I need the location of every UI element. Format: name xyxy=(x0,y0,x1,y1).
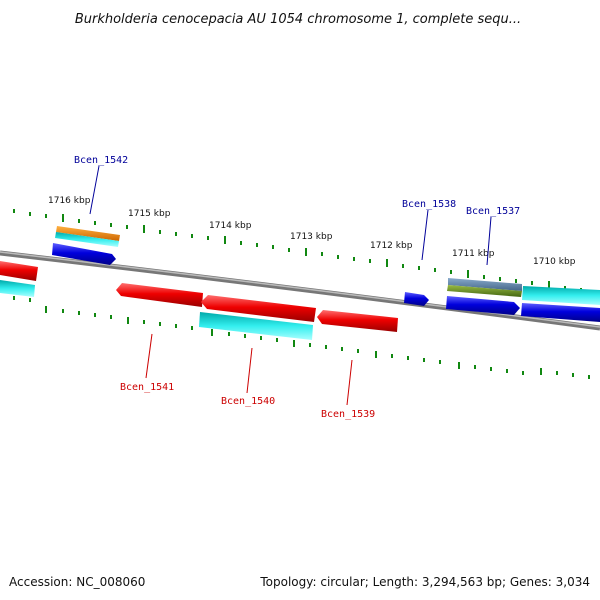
feature-cyan-1540[interactable] xyxy=(199,312,313,340)
tick-label-1711: 1711 kbp xyxy=(452,249,495,259)
leader-1539 xyxy=(346,359,353,406)
leader-1540 xyxy=(246,347,253,394)
gene-label-1538[interactable]: Bcen_1538 xyxy=(402,199,456,210)
gene-arrow-1537[interactable] xyxy=(446,296,520,315)
gene-arrow-1542[interactable] xyxy=(52,243,116,265)
tick-label-1714: 1714 kbp xyxy=(209,221,252,231)
gene-arrow-1539[interactable] xyxy=(317,310,398,332)
tick-label-1710: 1710 kbp xyxy=(533,257,576,267)
tick-label-1712: 1712 kbp xyxy=(370,241,413,251)
gene-label-1542[interactable]: Bcen_1542 xyxy=(74,155,128,166)
lower-ruler xyxy=(13,296,590,379)
gene-arrow-1541[interactable] xyxy=(116,283,203,307)
reverse-features xyxy=(0,261,398,340)
leader-1541 xyxy=(145,333,153,379)
gene-arrow-left-edge[interactable] xyxy=(0,261,38,281)
feature-orange-1542[interactable] xyxy=(56,226,120,241)
feature-green-1537[interactable] xyxy=(447,285,522,297)
gene-arrow-1538[interactable] xyxy=(404,292,429,306)
gene-label-1541[interactable]: Bcen_1541 xyxy=(120,382,174,393)
feature-cyan-1536[interactable] xyxy=(522,286,600,305)
tick-labels: 1716 kbp 1715 kbp 1714 kbp 1713 kbp 1712… xyxy=(48,196,576,267)
map-title: Burkholderia cenocepacia AU 1054 chromos… xyxy=(75,12,521,27)
genome-backbone xyxy=(0,250,600,331)
leader-1537 xyxy=(486,216,492,266)
leader-lines xyxy=(89,165,492,406)
forward-features xyxy=(52,226,600,322)
gene-labels: Bcen_1542 Bcen_1538 Bcen_1537 Bcen_1541 … xyxy=(74,155,520,420)
gene-label-1539[interactable]: Bcen_1539 xyxy=(321,409,375,420)
genome-backbone-highlight xyxy=(0,251,600,328)
gene-label-1540[interactable]: Bcen_1540 xyxy=(221,396,275,407)
gene-arrow-1536[interactable] xyxy=(521,303,600,322)
gene-label-1537[interactable]: Bcen_1537 xyxy=(466,206,520,217)
tick-label-1716: 1716 kbp xyxy=(48,196,91,206)
leader-1538 xyxy=(421,209,429,261)
feature-cyan-left-edge[interactable] xyxy=(0,280,35,297)
leader-1542 xyxy=(89,165,100,215)
upper-ruler xyxy=(13,209,598,294)
feature-steel-1537[interactable] xyxy=(448,278,522,291)
genome-summary-text: Topology: circular; Length: 3,294,563 bp… xyxy=(259,575,590,589)
tick-label-1713: 1713 kbp xyxy=(290,232,333,242)
tick-label-1715: 1715 kbp xyxy=(128,209,171,219)
gene-arrow-1540[interactable] xyxy=(201,295,316,322)
feature-cyan-1542[interactable] xyxy=(55,232,119,247)
accession-text: Accession: NC_008060 xyxy=(9,575,145,589)
